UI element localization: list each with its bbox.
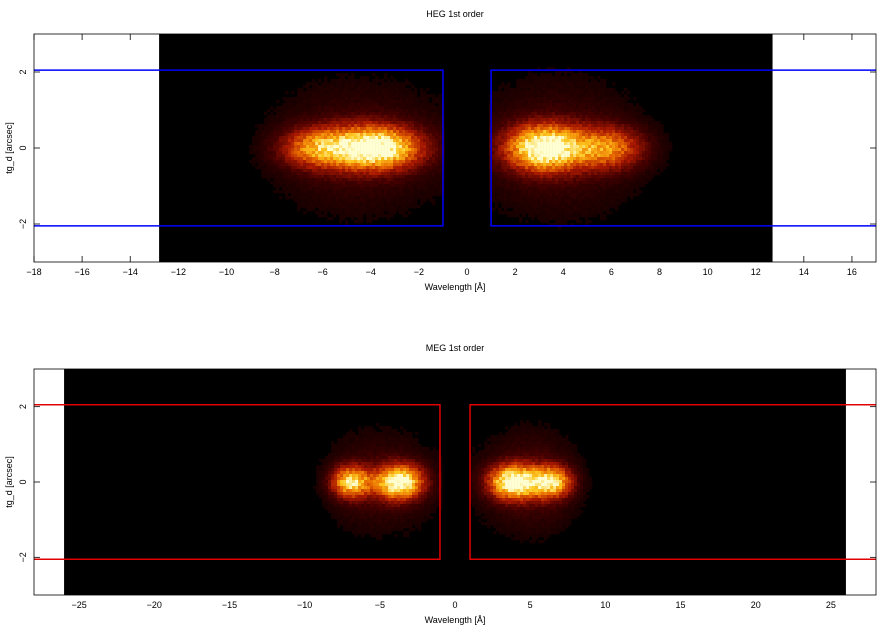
heg-x-tick-label: −4	[366, 267, 376, 277]
heg-emission-image	[249, 67, 673, 230]
heg-region-box-1	[34, 69, 444, 227]
heg-x-tick-label: −18	[26, 267, 41, 277]
meg-region-box-2	[469, 404, 876, 560]
heg-x-tick-label: 16	[847, 267, 857, 277]
meg-x-tick-label: 25	[826, 600, 836, 610]
heg-region-box-2	[490, 69, 876, 227]
meg-x-tick-label: 10	[600, 600, 610, 610]
meg-x-tick-label: −20	[147, 600, 162, 610]
meg-x-tick-label: 20	[751, 600, 761, 610]
heg-panel: −18 −16 −14 −12 −10 −8 −6 −4 −2 0 2 4 6 8 10 12 14 16 −2 0 2…	[4, 9, 877, 292]
heg-x-tick-label: 0	[465, 267, 470, 277]
meg-image-background	[64, 369, 846, 595]
meg-y-tick-label: 0	[18, 479, 28, 484]
meg-x-tick-label: −15	[222, 600, 237, 610]
meg-y-tick-label: −2	[18, 552, 28, 562]
meg-x-tick-label: 0	[452, 600, 457, 610]
meg-x-tick-label: −10	[297, 600, 312, 610]
meg-x-tick-label: −25	[71, 600, 86, 610]
heg-x-tick-label: −6	[318, 267, 328, 277]
heg-x-tick-label: −14	[123, 267, 138, 277]
heg-x-tick-label: −8	[269, 267, 279, 277]
meg-x-axis-label: Wavelength [Å]	[425, 615, 486, 625]
meg-x-tick-label: 5	[528, 600, 533, 610]
heg-x-tick-label: −10	[219, 267, 234, 277]
meg-y-axis: −2 0 2	[18, 404, 876, 562]
meg-x-axis: −25 −20 −15 −10 −5 0 5 10 15 20 25	[71, 369, 836, 610]
meg-title: MEG 1st order	[426, 343, 485, 353]
heg-x-tick-label: 12	[751, 267, 761, 277]
heg-x-tick-label: 6	[609, 267, 614, 277]
heg-x-tick-label: 14	[799, 267, 809, 277]
heg-x-tick-label: −12	[171, 267, 186, 277]
heg-x-tick-label: 4	[561, 267, 566, 277]
heg-y-tick-label: 2	[18, 69, 28, 74]
heg-title: HEG 1st order	[426, 9, 484, 19]
meg-x-tick-label: −5	[375, 600, 385, 610]
heg-y-axis-label: tg_d [arcsec]	[4, 122, 14, 174]
heg-y-axis: −2 0 2	[18, 69, 876, 229]
meg-emission-image	[313, 420, 593, 544]
heg-y-tick-label: −2	[18, 219, 28, 229]
meg-x-tick-label: 15	[676, 600, 686, 610]
meg-y-axis-label: tg_d [arcsec]	[4, 456, 14, 508]
heg-y-tick-label: 0	[18, 145, 28, 150]
heg-x-axis: −18 −16 −14 −12 −10 −8 −6 −4 −2 0 2 4 6 8 10 12 14 16	[26, 34, 857, 277]
heg-x-tick-label: 10	[703, 267, 713, 277]
heg-x-tick-label: −2	[414, 267, 424, 277]
heg-x-tick-label: 2	[513, 267, 518, 277]
meg-region-box-1	[34, 404, 441, 560]
meg-y-tick-label: 2	[18, 404, 28, 409]
heg-x-tick-label: −16	[74, 267, 89, 277]
heg-x-axis-label: Wavelength [Å]	[425, 282, 486, 292]
heg-x-tick-label: 8	[657, 267, 662, 277]
